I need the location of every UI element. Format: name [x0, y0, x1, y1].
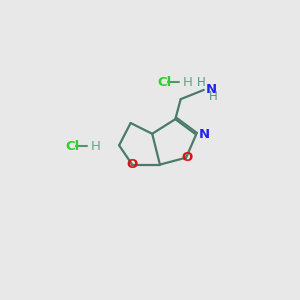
Text: N: N [198, 128, 209, 141]
Text: O: O [127, 158, 138, 171]
Text: H: H [91, 140, 100, 153]
Text: N: N [206, 83, 217, 96]
Text: O: O [181, 151, 193, 164]
Text: H: H [183, 76, 193, 89]
Text: H: H [197, 76, 206, 89]
Text: Cl: Cl [65, 140, 80, 153]
Text: Cl: Cl [158, 76, 172, 89]
Text: H: H [209, 90, 218, 103]
